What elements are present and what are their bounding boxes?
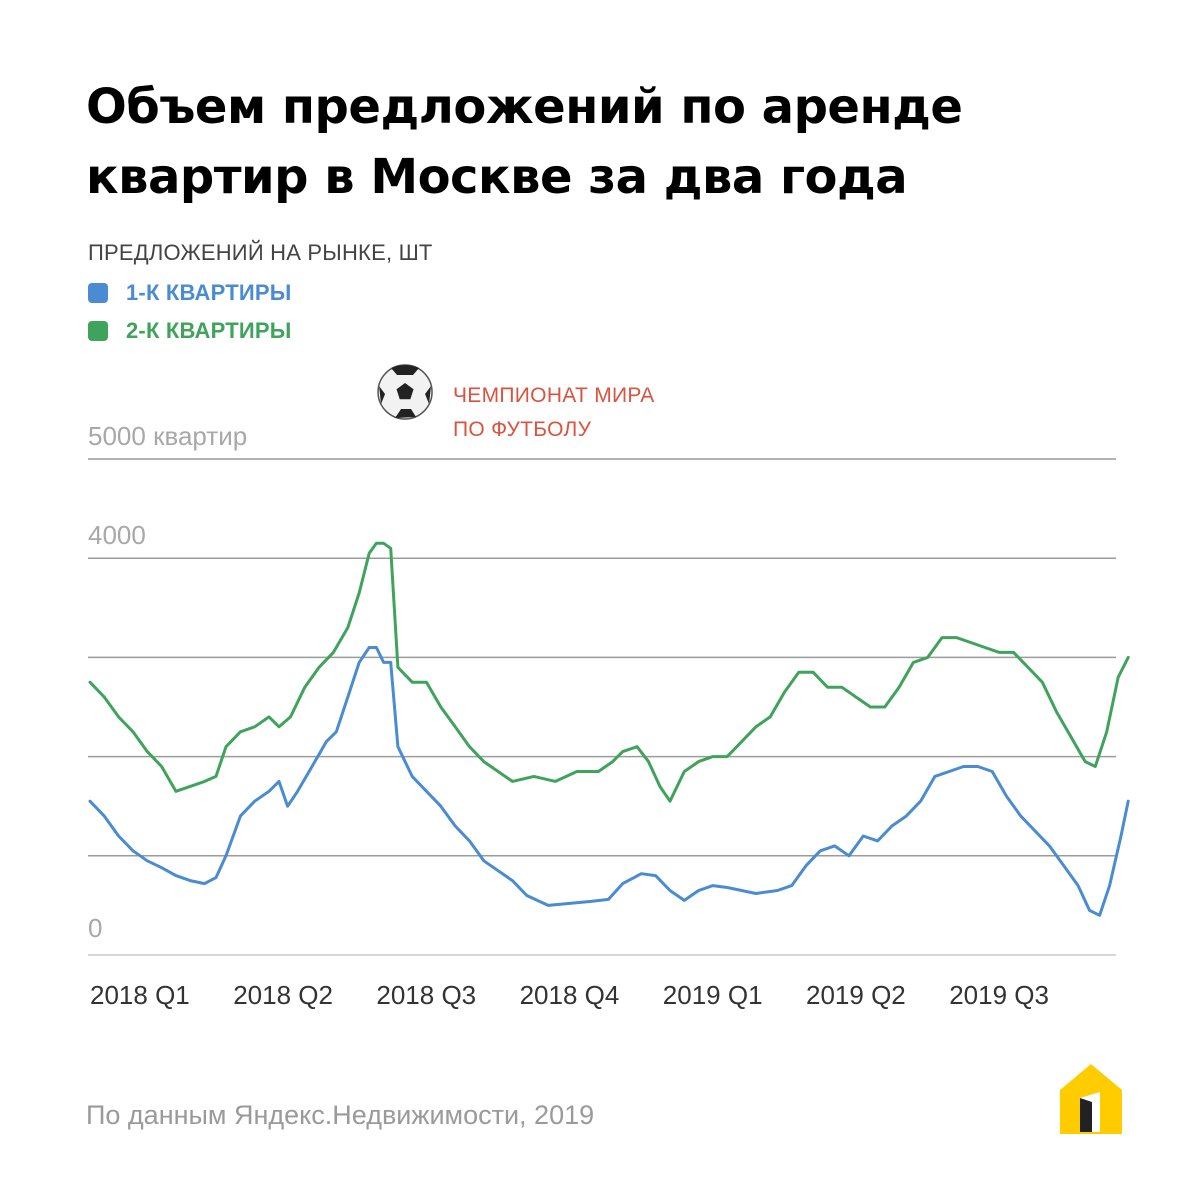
legend-swatch-2k: [88, 321, 108, 341]
legend-label-1k: 1-К КВАРТИРЫ: [126, 280, 292, 305]
legend-label-2k: 2-К КВАРТИРЫ: [126, 318, 292, 343]
x-tick-label-4: 2018 Q4: [520, 980, 620, 1010]
y-tick-label-5000: 5000 квартир: [88, 421, 247, 451]
x-tick-label-2: 2018 Q2: [233, 980, 333, 1010]
chart-title-line-2: квартир в Москве за два года: [86, 149, 908, 205]
y-tick-label-0: 0: [88, 913, 102, 943]
soccer-ball-icon: [377, 364, 433, 420]
annotation-line-2: ПО ФУТБОЛУ: [453, 418, 592, 441]
series-line-2k: [88, 541, 1130, 803]
x-tick-label-7: 2019 Q3: [949, 980, 1049, 1010]
y-tick-label-4000: 4000: [88, 520, 146, 550]
annotation-line-1: ЧЕМПИОНАТ МИРА: [453, 384, 655, 407]
y-axis-label: ПРЕДЛОЖЕНИЙ НА РЫНКЕ, ШТ: [88, 240, 433, 265]
legend-swatch-1k: [88, 283, 108, 303]
x-tick-label-6: 2019 Q2: [806, 980, 906, 1010]
legend-item-1k: 1-К КВАРТИРЫ: [88, 280, 291, 306]
chart-title-line-1: Объем предложений по аренде: [86, 79, 963, 135]
x-tick-label-3: 2018 Q3: [376, 980, 476, 1010]
legend-item-2k: 2-К КВАРТИРЫ: [88, 318, 291, 344]
source-note: По данным Яндекс.Недвижимости, 2019: [86, 1100, 595, 1130]
x-tick-label-1: 2018 Q1: [90, 980, 190, 1010]
yandex-realty-house-icon: [1060, 1064, 1122, 1134]
x-tick-label-5: 2019 Q1: [663, 980, 763, 1010]
series-line-1k: [88, 646, 1130, 917]
chart-title: Объем предложений по аренде квартир в Мо…: [86, 72, 1126, 212]
